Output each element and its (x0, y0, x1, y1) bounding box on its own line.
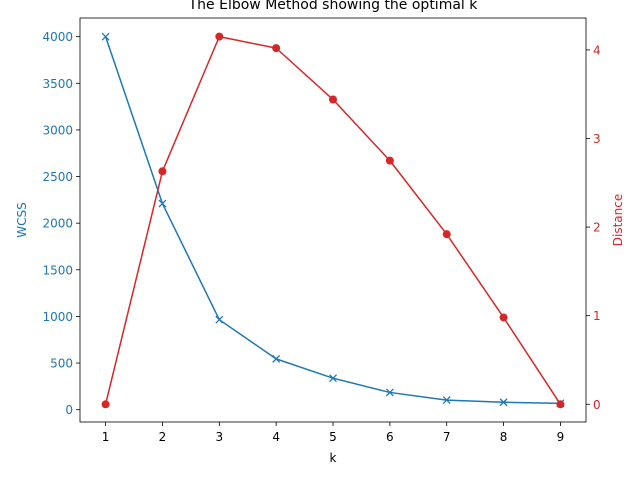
x-tick-label-2: 2 (159, 430, 167, 444)
left-y-tick-label-2500: 2500 (42, 170, 73, 184)
distance-point-1 (101, 400, 110, 409)
right-y-axis-label: Distance (611, 194, 625, 246)
right-y-tick-label-2: 2 (593, 221, 601, 235)
wcss-series-line (104, 36, 561, 405)
wcss-point-8 (499, 398, 508, 407)
distance-point-7 (442, 230, 451, 239)
x-tick-label-3: 3 (215, 430, 223, 444)
wcss-point-4 (272, 354, 281, 363)
x-tick-label-8: 8 (500, 430, 508, 444)
chart-title: The Elbow Method showing the optimal k (188, 0, 479, 13)
right-y-tick-label-0: 0 (593, 398, 601, 412)
distance-point-2 (158, 167, 167, 176)
wcss-point-5 (329, 374, 337, 383)
x-tick-label-1: 1 (102, 430, 110, 444)
wcss-point-6 (385, 388, 394, 397)
x-tick-label-9: 9 (557, 430, 565, 444)
distance-point-8 (499, 313, 508, 322)
wcss-point-1 (101, 32, 110, 41)
left-y-tick-label-4000: 4000 (42, 30, 73, 44)
distance-point-9 (556, 400, 565, 409)
distance-point-5 (329, 95, 337, 104)
left-y-axis-label: WCSS (15, 202, 29, 237)
distance-point-6 (385, 156, 394, 165)
x-axis-label: k (330, 451, 337, 465)
plot-area (101, 32, 565, 409)
left-y-tick-label-500: 500 (50, 357, 73, 371)
x-tick-label-5: 5 (329, 430, 337, 444)
distance-point-3 (215, 32, 224, 41)
plot-frame (79, 17, 587, 423)
x-tick-label-4: 4 (272, 430, 280, 444)
left-y-tick-label-1500: 1500 (42, 263, 73, 277)
left-y-tick-label-2000: 2000 (42, 217, 73, 231)
left-y-tick-label-3000: 3000 (42, 123, 73, 137)
x-tick-label-6: 6 (386, 430, 394, 444)
distance-point-4 (272, 44, 281, 53)
wcss-point-7 (442, 396, 451, 405)
right-y-tick-label-4: 4 (593, 43, 601, 57)
right-y-tick-label-1: 1 (593, 309, 601, 323)
right-y-tick-label-3: 3 (593, 132, 601, 146)
left-y-tick-label-0: 0 (65, 403, 73, 417)
wcss-point-3 (215, 315, 224, 324)
wcss-point-2 (158, 199, 167, 208)
x-tick-label-7: 7 (443, 430, 451, 444)
left-y-tick-label-1000: 1000 (42, 310, 73, 324)
left-y-tick-label-3500: 3500 (42, 77, 73, 91)
axes: 1 2 3 4 5 6 7 8 9 0 500 1000 1500 2000 2500 3000 3500 400… (42, 30, 600, 444)
distance-series-line (104, 35, 562, 405)
